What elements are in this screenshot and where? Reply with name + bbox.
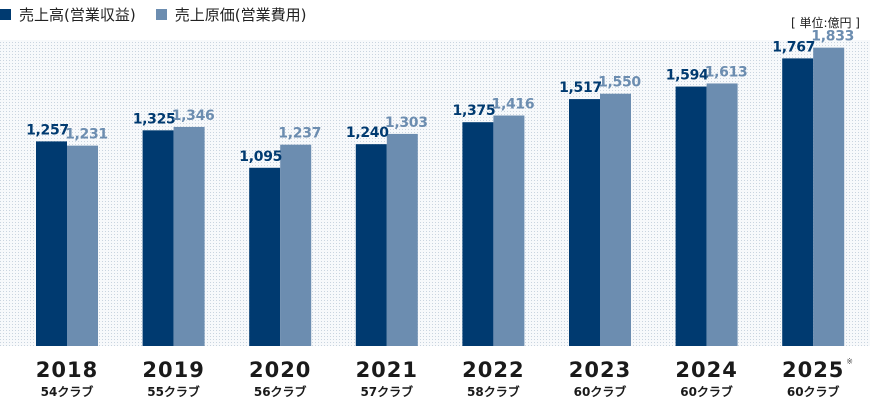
bar-cost-2024 [706, 83, 738, 347]
value-label-cost-2020: 1,237 [278, 126, 321, 142]
bar-cost-2025 [813, 47, 845, 347]
x-sub-label-2019: 55クラブ [147, 384, 200, 399]
value-label-revenue-2025: 1,767 [772, 39, 815, 55]
bar-revenue-2023 [569, 99, 600, 346]
x-tick-note-2025: ※ [846, 357, 853, 366]
value-label-revenue-2022: 1,375 [453, 103, 496, 119]
x-tick-label-2024: 2024 [675, 358, 737, 382]
x-sub-label-2021: 57クラブ [360, 384, 413, 399]
x-tick-label-2020: 2020 [249, 358, 311, 382]
bar-revenue-2022 [462, 122, 494, 346]
bar-cost-2019 [173, 126, 205, 346]
legend: 売上高(営業収益) 売上原価(営業費用) [0, 4, 326, 25]
value-label-cost-2018: 1,231 [65, 127, 108, 143]
value-label-revenue-2024: 1,594 [666, 68, 709, 84]
bar-revenue-2019 [142, 130, 174, 346]
legend-item-cost: 売上原価(営業費用) [155, 4, 307, 25]
value-label-revenue-2020: 1,095 [239, 149, 282, 165]
value-label-cost-2023: 1,550 [598, 75, 641, 91]
x-tick-label-2022: 2022 [462, 358, 524, 382]
bar-revenue-2025 [782, 58, 814, 347]
bar-revenue-2020 [249, 167, 281, 346]
legend-swatch-revenue [0, 9, 11, 20]
plot-background [0, 40, 870, 346]
value-label-cost-2019: 1,346 [172, 108, 215, 124]
value-label-cost-2024: 1,613 [705, 64, 748, 80]
x-sub-label-2018: 54クラブ [41, 384, 94, 399]
bar-cost-2021 [386, 133, 418, 346]
legend-swatch-cost [155, 9, 167, 20]
value-label-cost-2021: 1,303 [385, 115, 428, 131]
value-label-cost-2022: 1,416 [492, 97, 535, 113]
x-tick-label-2023: 2023 [569, 358, 631, 382]
value-label-revenue-2019: 1,325 [133, 111, 176, 127]
bar-cost-2023 [600, 93, 631, 346]
value-label-revenue-2023: 1,517 [559, 80, 602, 96]
x-sub-label-2023: 60クラブ [574, 384, 627, 399]
unit-label: [ 単位:億円 ] [790, 16, 860, 30]
bar-cost-2022 [493, 115, 525, 346]
value-label-cost-2025: 1,833 [811, 29, 854, 45]
bar-revenue-2024 [675, 86, 707, 347]
x-sub-label-2024: 60クラブ [680, 384, 733, 399]
value-label-revenue-2018: 1,257 [26, 122, 69, 138]
bar-revenue-2021 [355, 144, 387, 346]
x-sub-label-2020: 56クラブ [254, 384, 307, 399]
x-sub-label-2025: 60クラブ [787, 384, 840, 399]
legend-item-revenue: 売上高(営業収益) [0, 4, 136, 25]
x-sub-label-2022: 58クラブ [467, 384, 520, 399]
x-tick-label-2019: 2019 [142, 358, 204, 382]
legend-label-cost: 売上原価(営業費用) [174, 6, 307, 24]
x-tick-label-2025: 2025 [782, 358, 844, 382]
bar-revenue-2018 [36, 141, 67, 346]
x-tick-label-2018: 2018 [36, 358, 98, 382]
value-label-revenue-2021: 1,240 [346, 125, 389, 141]
bar-cost-2020 [280, 144, 312, 346]
legend-label-revenue: 売上高(営業収益) [19, 6, 136, 24]
x-tick-label-2021: 2021 [356, 358, 418, 382]
bar-cost-2018 [67, 145, 98, 346]
